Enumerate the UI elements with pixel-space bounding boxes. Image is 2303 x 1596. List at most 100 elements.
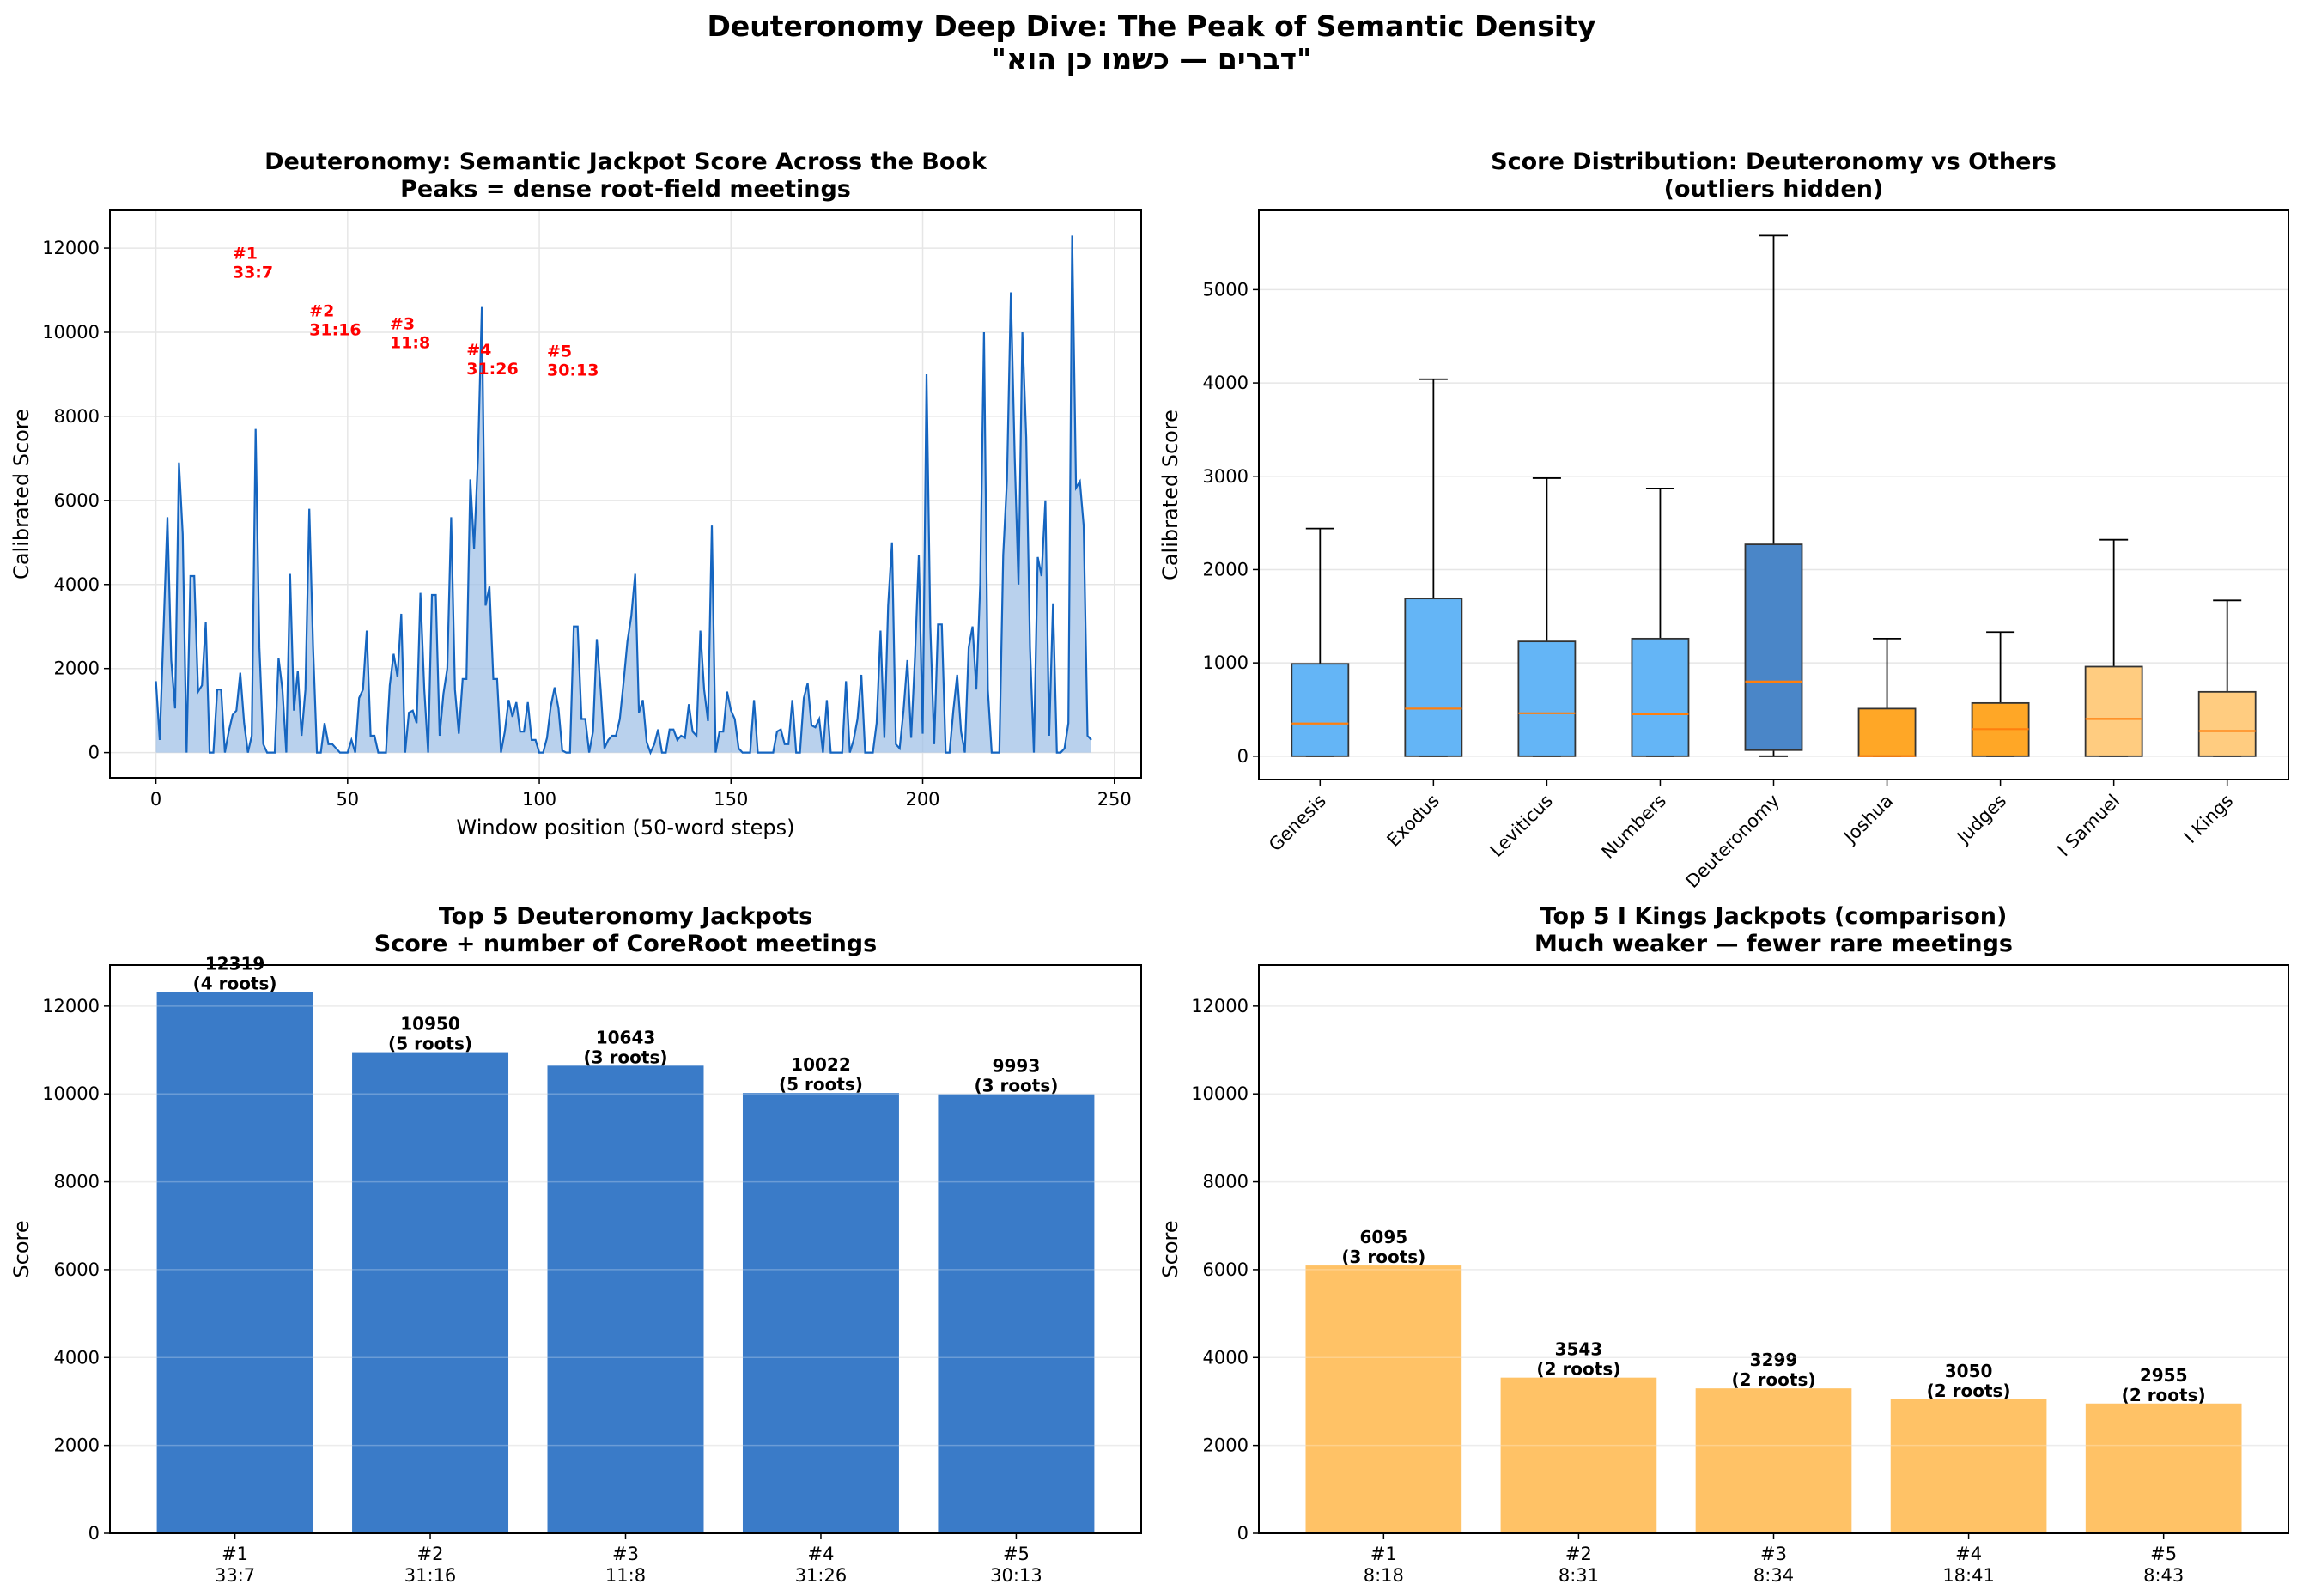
- x-tick-label: Deuteronomy: [1682, 791, 1784, 893]
- plot-frame: [109, 964, 1142, 1534]
- bar: [2085, 1403, 2242, 1533]
- x-tick-rank: #5: [2150, 1544, 2177, 1564]
- x-tick-label: I Samuel: [2053, 791, 2124, 861]
- x-tick-rank: #4: [1955, 1544, 1982, 1564]
- peak-annotation: #5 30:13: [547, 342, 599, 379]
- bar-roots-label: (3 roots): [1341, 1247, 1425, 1267]
- box-numbers: [1631, 487, 1690, 757]
- y-tick-label: 12000: [42, 996, 100, 1016]
- y-tick-label: 4000: [1203, 1347, 1249, 1368]
- x-tick-label: 0: [150, 789, 161, 810]
- box-leviticus: [1517, 477, 1577, 757]
- x-tick-label: Genesis: [1265, 791, 1330, 856]
- bar-roots-label: (5 roots): [779, 1074, 863, 1095]
- box-exodus: [1404, 378, 1463, 757]
- x-tick-ref: 8:43: [2143, 1565, 2184, 1586]
- annotation-ref: 11:8: [390, 334, 430, 353]
- y-tick-label: 10000: [42, 1083, 100, 1104]
- x-tick-ref: 8:34: [1753, 1565, 1794, 1586]
- bar-value-label: 6095: [1359, 1227, 1407, 1247]
- x-tick-label: 150: [714, 789, 748, 810]
- peak-annotation: #1 33:7: [233, 244, 273, 282]
- boxplot-score-distribution: Score Distribution: Deuteronomy vs Other…: [1158, 149, 2289, 893]
- chart-subtitle: Much weaker — fewer rare meetings: [1534, 931, 2013, 957]
- bar: [156, 992, 313, 1533]
- bar-roots-label: (2 roots): [2122, 1385, 2206, 1405]
- peak-annotation: #4 31:26: [466, 341, 518, 379]
- y-tick-label: 0: [1237, 746, 1249, 767]
- box-joshua: [1857, 637, 1917, 757]
- bar-value-label: 12319: [205, 954, 265, 974]
- x-tick-label: Judges: [1952, 791, 2010, 849]
- y-axis-label: Calibrated Score: [1158, 410, 1182, 580]
- y-axis-label: Calibrated Score: [9, 409, 33, 580]
- bar-roots-label: (3 roots): [584, 1047, 668, 1067]
- y-axis-label: Score: [1158, 1220, 1182, 1277]
- annotation-rank: #5: [547, 342, 572, 361]
- x-tick-rank: #1: [1370, 1544, 1397, 1564]
- box-iqr: [1631, 637, 1690, 757]
- annotation-rank: #3: [390, 315, 415, 334]
- bar-roots-label: (2 roots): [1732, 1369, 1816, 1390]
- y-tick-label: 2000: [54, 1435, 100, 1456]
- y-tick-label: 2000: [1203, 1435, 1249, 1456]
- bar-value-label: 3299: [1750, 1350, 1798, 1370]
- x-tick-ref: 31:16: [404, 1565, 457, 1586]
- y-tick-label: 0: [1237, 1523, 1249, 1544]
- x-tick-ref: 31:26: [795, 1565, 848, 1586]
- x-tick-label: 250: [1097, 789, 1132, 810]
- annotation-ref: 33:7: [233, 263, 273, 282]
- annotation-rank: #1: [233, 244, 258, 263]
- bar: [742, 1093, 899, 1533]
- series-line: [155, 235, 1092, 756]
- box-i-samuel: [2084, 538, 2143, 757]
- bar-roots-label: (2 roots): [1536, 1359, 1620, 1380]
- x-tick-rank: #3: [1760, 1544, 1787, 1564]
- x-tick-rank: #4: [807, 1544, 834, 1564]
- bar-value-label: 3050: [1945, 1361, 1993, 1381]
- x-tick-rank: #2: [1565, 1544, 1592, 1564]
- peak-annotation: #3 11:8: [390, 315, 430, 353]
- figure-subtitle-hebrew: "דברים — כשמו כן הוא": [992, 42, 1311, 76]
- x-tick-label: 100: [522, 789, 556, 810]
- x-tick-label: Leviticus: [1486, 791, 1557, 861]
- x-tick-ref: 11:8: [605, 1565, 646, 1586]
- bar: [1695, 1388, 1852, 1533]
- bar-chart-kings-top5: Top 5 I Kings Jackpots (comparison)Much …: [1158, 903, 2289, 1586]
- bar: [547, 1065, 704, 1533]
- y-tick-label: 3000: [1203, 466, 1249, 487]
- y-tick-label: 8000: [54, 406, 100, 427]
- y-tick-label: 6000: [1203, 1259, 1249, 1280]
- annotation-ref: 30:13: [547, 361, 599, 379]
- x-tick-rank: #5: [1003, 1544, 1030, 1564]
- plot-frame: [109, 209, 1142, 779]
- x-tick-ref: 8:31: [1559, 1565, 1599, 1586]
- box-iqr: [1517, 640, 1577, 757]
- x-tick-rank: #2: [417, 1544, 444, 1564]
- y-tick-label: 0: [88, 743, 100, 763]
- y-tick-label: 12000: [1191, 996, 1249, 1016]
- chart-title: Score Distribution: Deuteronomy vs Other…: [1491, 149, 2057, 175]
- bar-value-label: 2955: [2140, 1365, 2188, 1386]
- plot-frame: [1258, 209, 2289, 780]
- x-tick-label: I Kings: [2180, 791, 2238, 848]
- annotation-rank: #4: [466, 341, 491, 360]
- bar-roots-label: (2 roots): [1927, 1381, 2011, 1401]
- x-tick-rank: #1: [222, 1544, 248, 1564]
- peak-annotation: #2 31:16: [309, 301, 361, 339]
- chart-title: Deuteronomy: Semantic Jackpot Score Acro…: [264, 149, 987, 175]
- y-tick-label: 8000: [54, 1172, 100, 1192]
- chart-subtitle: Score + number of CoreRoot meetings: [374, 931, 877, 957]
- x-axis-label: Window position (50-word steps): [457, 816, 795, 840]
- figure-title: Deuteronomy Deep Dive: The Peak of Seman…: [707, 9, 1595, 43]
- bar: [352, 1052, 509, 1533]
- y-tick-label: 8000: [1203, 1172, 1249, 1192]
- annotation-rank: #2: [309, 301, 334, 320]
- box-iqr: [1404, 598, 1463, 757]
- y-tick-label: 6000: [54, 490, 100, 511]
- bar-roots-label: (4 roots): [193, 974, 277, 994]
- box-iqr: [1744, 543, 1803, 751]
- annotation-ref: 31:26: [466, 360, 518, 379]
- y-tick-label: 12000: [42, 238, 100, 258]
